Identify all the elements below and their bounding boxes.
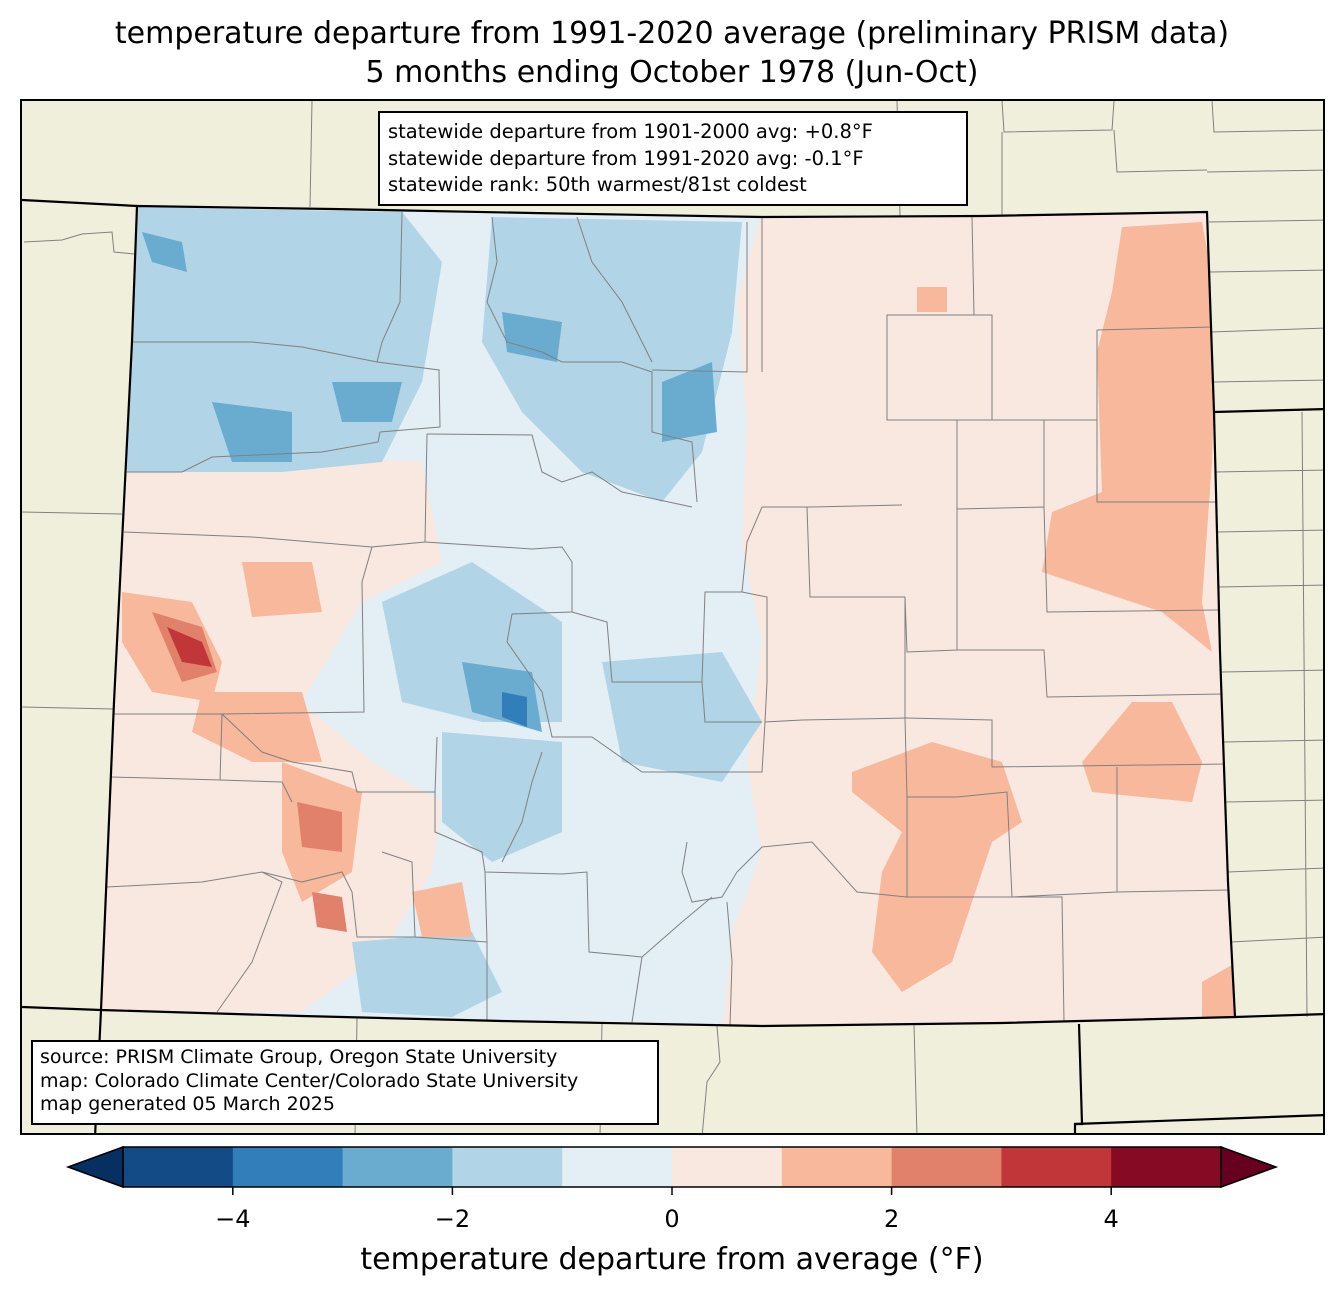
map-title-line2: 5 months ending October 1978 (Jun-Oct) <box>365 55 979 90</box>
colorbar-bin <box>1111 1147 1222 1187</box>
temperature-field <box>101 206 1235 1026</box>
colorbar-tick-label: −4 <box>215 1205 250 1233</box>
stats-departure-1991-2020: statewide departure from 1991-2020 avg: … <box>388 146 864 170</box>
map-panel <box>20 99 1325 1135</box>
colorbar-tick-label: 0 <box>664 1205 679 1233</box>
colorbar-bin <box>891 1147 1002 1187</box>
map-credit-line: map: Colorado Climate Center/Colorado St… <box>40 1069 579 1092</box>
source-line: source: PRISM Climate Group, Oregon Stat… <box>40 1046 558 1068</box>
colorbar-bin <box>123 1147 234 1187</box>
colorado-county-lines <box>106 211 1231 1026</box>
colorbar-tick-label: 4 <box>1104 1205 1119 1233</box>
stats-departure-1901-2000: statewide departure from 1901-2000 avg: … <box>388 120 873 143</box>
colorado-map <box>22 101 1323 1133</box>
colorbar-tick-label: 2 <box>884 1205 899 1233</box>
colorbar-bin <box>781 1147 893 1187</box>
colorbar-bin <box>672 1147 783 1187</box>
colorbar-over-arrow <box>1220 1145 1279 1189</box>
colorbar-bins <box>123 1147 1222 1187</box>
colorbar-tick-label: −2 <box>435 1205 470 1233</box>
colorbar-bin <box>452 1147 563 1187</box>
source-credits-box: source: PRISM Climate Group, Oregon Stat… <box>31 1040 659 1125</box>
colorbar-label: temperature departure from average (°F) <box>360 1242 984 1277</box>
colorbar-bin <box>562 1147 673 1187</box>
statewide-stats-box: statewide departure from 1901-2000 avg: … <box>378 111 968 206</box>
stats-rank: statewide rank: 50th warmest/81st coldes… <box>388 173 807 196</box>
colorbar-ticks: −4 −2 0 2 4 <box>215 1187 1119 1233</box>
colorbar-bin <box>232 1147 344 1187</box>
colorbar-under-arrow <box>65 1145 124 1189</box>
colorbar-bin <box>1001 1147 1112 1187</box>
colorbar-bin <box>342 1147 453 1187</box>
colorbar: −4 −2 0 2 4 <box>65 1145 1279 1233</box>
map-title-line1: temperature departure from 1991-2020 ave… <box>114 16 1230 51</box>
map-generated-line: map generated 05 March 2025 <box>40 1093 335 1115</box>
